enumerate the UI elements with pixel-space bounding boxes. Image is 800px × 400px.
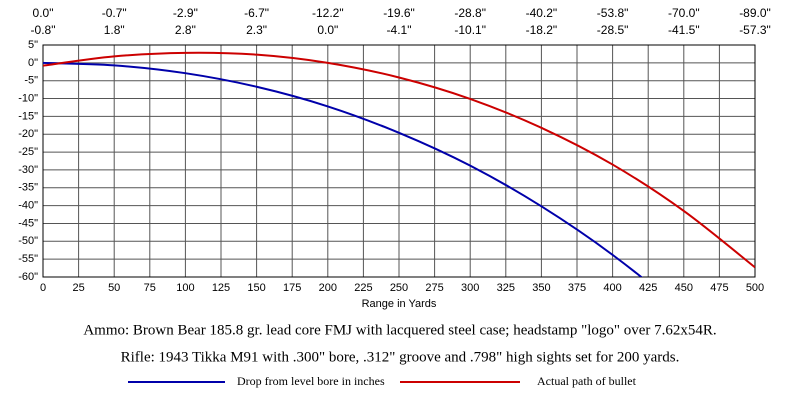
value-label: 0.0": [33, 6, 54, 20]
x-tick-label: 250: [390, 282, 408, 294]
y-tick-label: -40": [18, 200, 38, 212]
value-label: 2.3": [246, 23, 267, 37]
value-label: -70.0": [668, 6, 700, 20]
y-tick-label: -5": [24, 75, 38, 87]
x-tick-label: 400: [603, 282, 621, 294]
x-tick-label: 75: [144, 282, 156, 294]
value-label: -41.5": [668, 23, 700, 37]
value-label: -10.1": [454, 23, 486, 37]
y-tick-label: -35": [18, 182, 38, 194]
y-tick-label: 0": [28, 57, 38, 69]
y-tick-label: -25": [18, 146, 38, 158]
x-tick-label: 200: [319, 282, 337, 294]
y-tick-label: -15": [18, 110, 38, 122]
y-tick-label: -45": [18, 217, 38, 229]
legend-label: Drop from level bore in inches: [237, 374, 385, 388]
y-tick-label: -60": [18, 271, 38, 283]
x-tick-label: 25: [72, 282, 84, 294]
x-tick-label: 350: [532, 282, 550, 294]
value-label: -12.2": [312, 6, 344, 20]
value-label: -28.8": [454, 6, 486, 20]
x-tick-label: 175: [283, 282, 301, 294]
x-tick-label: 275: [425, 282, 443, 294]
value-label: 0.0": [317, 23, 338, 37]
value-label: -2.9": [173, 6, 198, 20]
value-label: -53.8": [597, 6, 629, 20]
value-label: -0.8": [31, 23, 56, 37]
value-label: -57.3": [739, 23, 771, 37]
series-line: [43, 61, 643, 277]
value-label: -19.6": [383, 6, 415, 20]
x-tick-label: 100: [176, 282, 194, 294]
caption: Ammo: Brown Bear 185.8 gr. lead core FMJ…: [83, 322, 716, 338]
y-tick-label: -30": [18, 164, 38, 176]
x-tick-label: 0: [40, 282, 46, 294]
y-tick-label: -50": [18, 235, 38, 247]
x-tick-label: 225: [354, 282, 372, 294]
value-label: -40.2": [526, 6, 558, 20]
value-label: 1.8": [104, 23, 125, 37]
x-tick-label: 150: [247, 282, 265, 294]
x-tick-label: 425: [639, 282, 657, 294]
value-label: -28.5": [597, 23, 629, 37]
x-axis-label: Range in Yards: [362, 298, 437, 310]
x-tick-label: 500: [746, 282, 764, 294]
value-label: -4.1": [387, 23, 412, 37]
y-tick-label: -10": [18, 92, 38, 104]
plot-frame: [42, 44, 756, 278]
caption: Rifle: 1943 Tikka M91 with .300" bore, .…: [121, 349, 680, 365]
value-label: -18.2": [526, 23, 558, 37]
legend-label: Actual path of bullet: [537, 374, 637, 388]
series-line: [43, 51, 755, 269]
x-tick-label: 50: [108, 282, 120, 294]
value-label: -6.7": [244, 6, 269, 20]
x-tick-label: 125: [212, 282, 230, 294]
value-label: -0.7": [102, 6, 127, 20]
x-tick-label: 475: [710, 282, 728, 294]
x-tick-label: 450: [675, 282, 693, 294]
x-tick-label: 325: [497, 282, 515, 294]
value-label: 2.8": [175, 23, 196, 37]
y-tick-label: 5": [28, 39, 38, 51]
y-tick-label: -20": [18, 128, 38, 140]
x-tick-label: 375: [568, 282, 586, 294]
value-label: -89.0": [739, 6, 771, 20]
x-tick-label: 300: [461, 282, 479, 294]
y-tick-label: -55": [18, 253, 38, 265]
